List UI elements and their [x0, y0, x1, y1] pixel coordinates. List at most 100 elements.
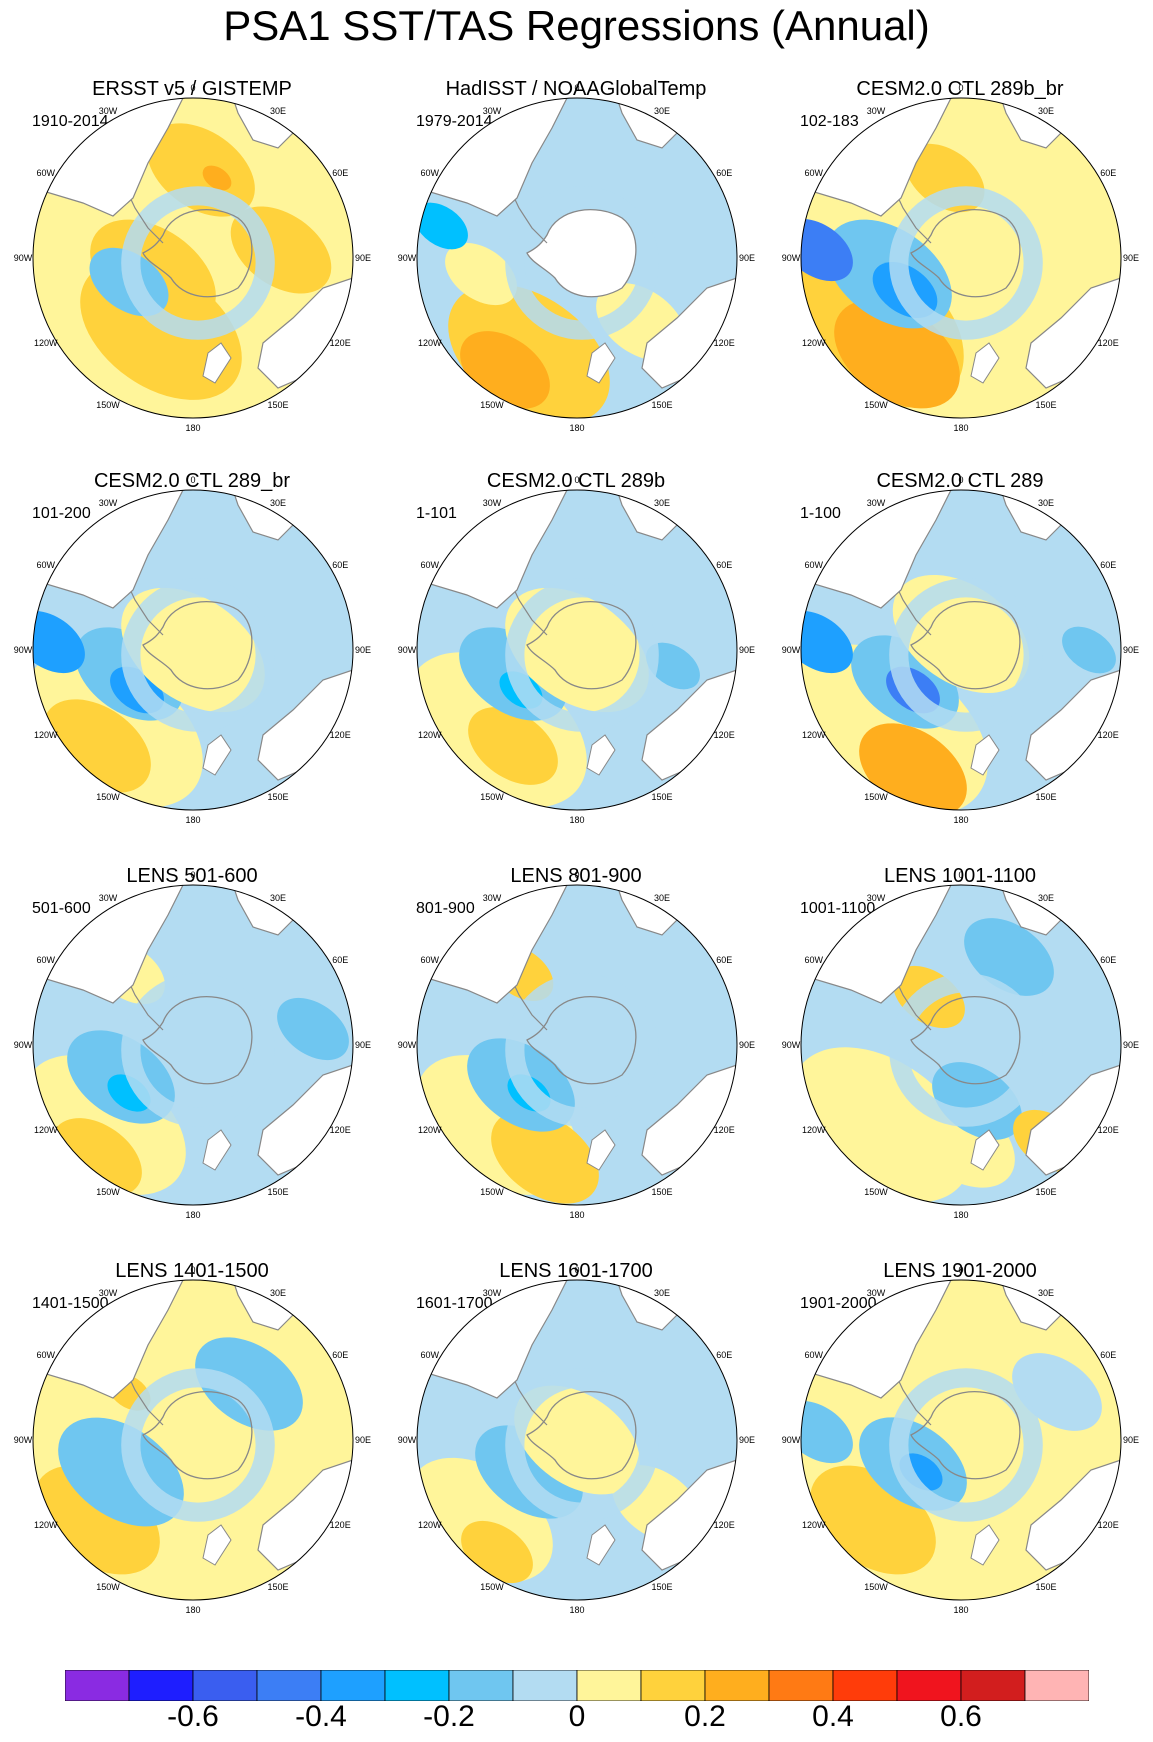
longitude-label: 0: [574, 1265, 579, 1275]
new-zealand-land: [202, 342, 232, 384]
longitude-label: 150W: [96, 792, 120, 802]
longitude-label: 90E: [739, 645, 755, 655]
colorbar-tick-label: 0.6: [940, 1700, 982, 1733]
longitude-label: 90W: [398, 253, 417, 263]
colorbar-tick-label: 0.2: [684, 1700, 726, 1733]
anomaly-contour: [889, 186, 1043, 340]
longitude-label: 60W: [805, 955, 824, 965]
anomaly-contour: [121, 186, 275, 340]
longitude-label: 90W: [782, 645, 801, 655]
antarctica-coastline: [142, 209, 253, 298]
longitude-label: 150E: [651, 1582, 672, 1592]
colorbar-swatch: [640, 1670, 706, 1701]
colorbar-tick-label: 0.4: [812, 1700, 854, 1733]
longitude-label: 30E: [1038, 1288, 1054, 1298]
longitude-label: 30W: [867, 106, 886, 116]
peninsula-coastline: [511, 192, 548, 244]
longitude-label: 0: [958, 475, 963, 485]
polar-map: 0 30E 60E 90E 120E 150E 180 150W 120W 90W 60W 30W: [398, 83, 755, 433]
longitude-label: 120W: [418, 1125, 442, 1135]
peninsula-coastline: [895, 1374, 932, 1426]
map-outline: [800, 1279, 1122, 1601]
longitude-label: 0: [190, 1265, 195, 1275]
longitude-label: 120W: [418, 730, 442, 740]
longitude-label: 180: [569, 1605, 584, 1615]
longitude-label: 60W: [805, 168, 824, 178]
longitude-label: 30W: [99, 106, 118, 116]
antarctica-coastline: [142, 996, 253, 1085]
anomaly-contour: [801, 610, 853, 674]
new-zealand-land: [970, 1524, 1000, 1566]
antarctica-coastline: [526, 1391, 637, 1480]
longitude-label: 0: [190, 870, 195, 880]
longitude-label: 90W: [782, 1040, 801, 1050]
antarctica-coastline: [526, 209, 637, 298]
longitude-label: 150W: [480, 1187, 504, 1197]
longitude-label: 90W: [14, 1435, 33, 1445]
longitude-label: 120W: [34, 338, 58, 348]
longitude-label: 60W: [421, 1350, 440, 1360]
longitude-label: 60E: [332, 560, 348, 570]
panel-title: LENS 1601-1700: [499, 1260, 653, 1282]
longitude-label: 30W: [483, 1288, 502, 1298]
peninsula-coastline: [511, 1374, 548, 1426]
longitude-label: 120E: [1098, 1125, 1119, 1135]
longitude-label: 150E: [1035, 400, 1056, 410]
longitude-label: 120E: [330, 1125, 351, 1135]
longitude-label: 90W: [398, 645, 417, 655]
colorbar-swatch: [384, 1670, 450, 1701]
longitude-label: 60W: [421, 955, 440, 965]
longitude-label: 150E: [267, 400, 288, 410]
panel-title: LENS 1401-1500: [115, 1260, 269, 1282]
anomaly-contour: [33, 610, 85, 674]
longitude-label: 180: [185, 1605, 200, 1615]
peninsula-coastline: [511, 979, 548, 1031]
anomaly-contour: [505, 186, 659, 340]
colorbar-swatch: [65, 1670, 130, 1701]
colorbar-swatch: [896, 1670, 962, 1701]
longitude-label: 90E: [1123, 253, 1139, 263]
map-panel: LENS 1601-1700 1601-1700 0 30E 60E 90E 120E 150…: [384, 1182, 768, 1615]
longitude-label: 0: [574, 83, 579, 93]
new-zealand-land: [586, 734, 616, 776]
longitude-label: 90W: [782, 1435, 801, 1445]
polar-map: 0 30E 60E 90E 120E 150E 180 150W 120W 90W 60W 30W: [782, 1265, 1139, 1615]
panel-period: 1910-2014: [32, 113, 109, 130]
longitude-label: 180: [953, 1210, 968, 1220]
longitude-label: 30W: [99, 498, 118, 508]
polar-map: 0 30E 60E 90E 120E 150E 180 150W 120W 90W 60W 30W: [398, 1265, 755, 1615]
longitude-label: 90E: [739, 1040, 755, 1050]
longitude-label: 180: [185, 1210, 200, 1220]
longitude-label: 30E: [270, 893, 286, 903]
longitude-label: 30E: [270, 1288, 286, 1298]
longitude-label: 180: [953, 1605, 968, 1615]
colorbar-swatch: [320, 1670, 386, 1701]
anomaly-contour: [801, 218, 853, 282]
longitude-label: 0: [574, 870, 579, 880]
polar-map: 0 30E 60E 90E 120E 150E 180 150W 120W 90W 60W 30W: [398, 870, 755, 1220]
longitude-label: 30E: [270, 498, 286, 508]
longitude-label: 60W: [37, 168, 56, 178]
map-outline: [416, 1279, 738, 1601]
peninsula-coastline: [895, 192, 932, 244]
longitude-label: 90W: [398, 1040, 417, 1050]
map-outline: [800, 489, 1122, 811]
antarctica-coastline: [142, 1391, 253, 1480]
polar-map: 0 30E 60E 90E 120E 150E 180 150W 120W 90W 60W 30W: [14, 83, 371, 433]
new-zealand-land: [202, 1524, 232, 1566]
map-outline: [416, 489, 738, 811]
longitude-label: 150E: [1035, 1582, 1056, 1592]
longitude-label: 150W: [96, 1187, 120, 1197]
anomaly-contour: [195, 1337, 303, 1431]
longitude-label: 180: [953, 423, 968, 433]
colorbar-swatch: [448, 1670, 514, 1701]
longitude-label: 30W: [867, 893, 886, 903]
longitude-label: 60W: [37, 560, 56, 570]
longitude-label: 30W: [99, 893, 118, 903]
anomaly-contour: [121, 587, 265, 713]
new-zealand-land: [586, 1129, 616, 1171]
longitude-label: 90W: [782, 253, 801, 263]
map-outline: [416, 884, 738, 1206]
longitude-label: 60W: [805, 560, 824, 570]
